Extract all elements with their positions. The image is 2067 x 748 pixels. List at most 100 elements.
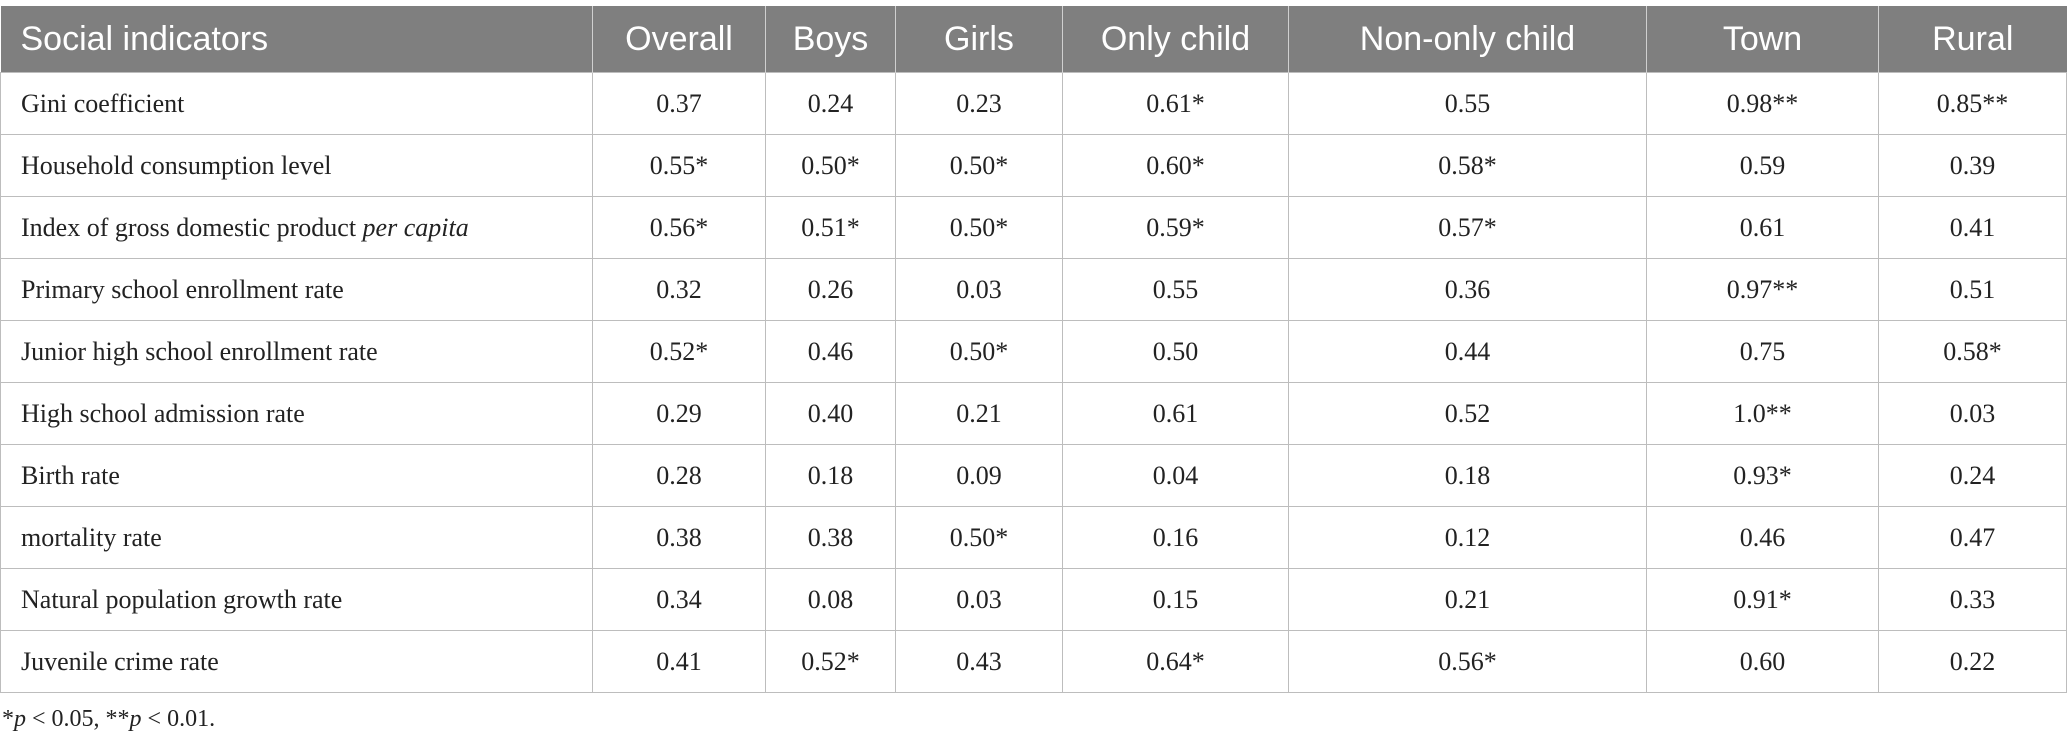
- value-cell: 0.56*: [592, 196, 766, 259]
- table-header: Social indicators Overall Boys Girls Only ch…: [0, 6, 2067, 73]
- value-cell: 0.98**: [1646, 72, 1879, 135]
- row-label: Gini coefficient: [0, 72, 593, 135]
- value-cell: 0.16: [1062, 506, 1289, 569]
- header-cell: Social indicators: [0, 6, 593, 73]
- header-cell: Boys: [765, 6, 896, 73]
- table-row: Household consumption level 0.55* 0.50* 0.5…: [0, 134, 2067, 197]
- value-cell: 0.52*: [592, 320, 766, 383]
- value-cell: 0.75: [1646, 320, 1879, 383]
- value-cell: 0.26: [765, 258, 896, 321]
- footnote-text: p: [14, 706, 26, 732]
- value-cell: 0.50*: [895, 320, 1063, 383]
- row-label: Junior high school enrollment rate: [0, 320, 593, 383]
- value-cell: 0.03: [895, 568, 1063, 631]
- footnote-text: *: [2, 706, 14, 732]
- value-cell: 0.56*: [1288, 630, 1647, 693]
- value-cell: 0.38: [592, 506, 766, 569]
- value-cell: 0.23: [895, 72, 1063, 135]
- value-cell: 0.93*: [1646, 444, 1879, 507]
- value-cell: 0.37: [592, 72, 766, 135]
- table-row: Primary school enrollment rate 0.32 0.26 0.…: [0, 258, 2067, 321]
- value-cell: 0.44: [1288, 320, 1647, 383]
- table-row: Index of gross domestic product per capi…: [0, 196, 2067, 259]
- value-cell: 0.60*: [1062, 134, 1289, 197]
- value-cell: 0.03: [1878, 382, 2067, 445]
- results-table: Social indicators Overall Boys Girls Only ch…: [0, 6, 2067, 693]
- table-row: High school admission rate 0.29 0.40 0.21 0.…: [0, 382, 2067, 445]
- header-cell: Non-only child: [1288, 6, 1647, 73]
- value-cell: 0.91*: [1646, 568, 1879, 631]
- value-cell: 0.21: [1288, 568, 1647, 631]
- header-cell: Overall: [592, 6, 766, 73]
- value-cell: 0.08: [765, 568, 896, 631]
- label-text: Index of gross domestic product: [21, 212, 363, 242]
- row-label: Natural population growth rate: [0, 568, 593, 631]
- footnote-text: < 0.05, **: [26, 706, 130, 732]
- value-cell: 0.41: [1878, 196, 2067, 259]
- value-cell: 1.0**: [1646, 382, 1879, 445]
- value-cell: 0.50*: [765, 134, 896, 197]
- header-cell: Only child: [1062, 6, 1289, 73]
- value-cell: 0.24: [765, 72, 896, 135]
- value-cell: 0.46: [1646, 506, 1879, 569]
- value-cell: 0.97**: [1646, 258, 1879, 321]
- row-label: Birth rate: [0, 444, 593, 507]
- value-cell: 0.64*: [1062, 630, 1289, 693]
- value-cell: 0.40: [765, 382, 896, 445]
- value-cell: 0.51: [1878, 258, 2067, 321]
- value-cell: 0.46: [765, 320, 896, 383]
- table-row: Birth rate 0.28 0.18 0.09 0.04 0.18 0.93* 0.24: [0, 444, 2067, 507]
- value-cell: 0.50*: [895, 134, 1063, 197]
- value-cell: 0.18: [765, 444, 896, 507]
- value-cell: 0.39: [1878, 134, 2067, 197]
- table-row: Natural population growth rate 0.34 0.08 0.…: [0, 568, 2067, 631]
- table-body: Gini coefficient 0.37 0.24 0.23 0.61* 0.55 0.9…: [0, 72, 2067, 693]
- value-cell: 0.59: [1646, 134, 1879, 197]
- value-cell: 0.03: [895, 258, 1063, 321]
- row-label: Primary school enrollment rate: [0, 258, 593, 321]
- header-cell: Rural: [1878, 6, 2067, 73]
- table-row: Gini coefficient 0.37 0.24 0.23 0.61* 0.55 0.9…: [0, 72, 2067, 135]
- value-cell: 0.28: [592, 444, 766, 507]
- value-cell: 0.50*: [895, 196, 1063, 259]
- value-cell: 0.33: [1878, 568, 2067, 631]
- row-label: Juvenile crime rate: [0, 630, 593, 693]
- table-row: Junior high school enrollment rate 0.52* 0…: [0, 320, 2067, 383]
- table-row: Juvenile crime rate 0.41 0.52* 0.43 0.64* 0.5…: [0, 630, 2067, 693]
- value-cell: 0.58*: [1878, 320, 2067, 383]
- header-cell: Girls: [895, 6, 1063, 73]
- header-cell: Town: [1646, 6, 1879, 73]
- row-label: Index of gross domestic product per capi…: [0, 196, 593, 259]
- value-cell: 0.55: [1062, 258, 1289, 321]
- table-row: mortality rate 0.38 0.38 0.50* 0.16 0.12 0.46 0…: [0, 506, 2067, 569]
- row-label: Household consumption level: [0, 134, 593, 197]
- value-cell: 0.58*: [1288, 134, 1647, 197]
- label-emphasis: per capita: [362, 212, 469, 242]
- value-cell: 0.51*: [765, 196, 896, 259]
- value-cell: 0.52*: [765, 630, 896, 693]
- value-cell: 0.61*: [1062, 72, 1289, 135]
- value-cell: 0.18: [1288, 444, 1647, 507]
- row-label: mortality rate: [0, 506, 593, 569]
- value-cell: 0.57*: [1288, 196, 1647, 259]
- value-cell: 0.32: [592, 258, 766, 321]
- footnote-text: p: [129, 706, 142, 732]
- value-cell: 0.55: [1288, 72, 1647, 135]
- value-cell: 0.12: [1288, 506, 1647, 569]
- value-cell: 0.85**: [1878, 72, 2067, 135]
- value-cell: 0.09: [895, 444, 1063, 507]
- value-cell: 0.38: [765, 506, 896, 569]
- value-cell: 0.04: [1062, 444, 1289, 507]
- value-cell: 0.60: [1646, 630, 1879, 693]
- value-cell: 0.50*: [895, 506, 1063, 569]
- value-cell: 0.55*: [592, 134, 766, 197]
- value-cell: 0.52: [1288, 382, 1647, 445]
- value-cell: 0.15: [1062, 568, 1289, 631]
- value-cell: 0.47: [1878, 506, 2067, 569]
- footnote: *p < 0.05, **p < 0.01.: [2, 706, 215, 733]
- value-cell: 0.50: [1062, 320, 1289, 383]
- value-cell: 0.59*: [1062, 196, 1289, 259]
- value-cell: 0.34: [592, 568, 766, 631]
- row-label: High school admission rate: [0, 382, 593, 445]
